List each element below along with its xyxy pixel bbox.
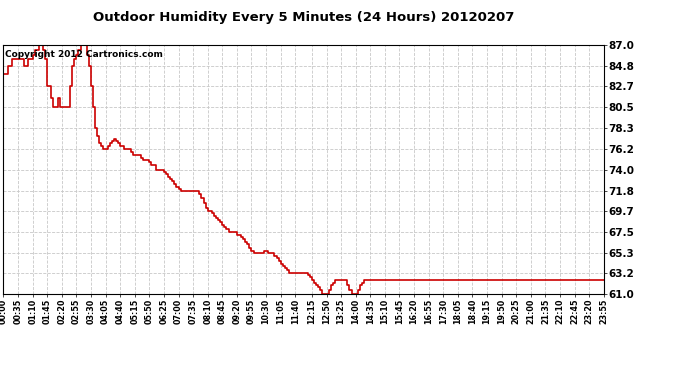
Text: Copyright 2012 Cartronics.com: Copyright 2012 Cartronics.com [5, 50, 163, 59]
Text: Outdoor Humidity Every 5 Minutes (24 Hours) 20120207: Outdoor Humidity Every 5 Minutes (24 Hou… [93, 11, 514, 24]
